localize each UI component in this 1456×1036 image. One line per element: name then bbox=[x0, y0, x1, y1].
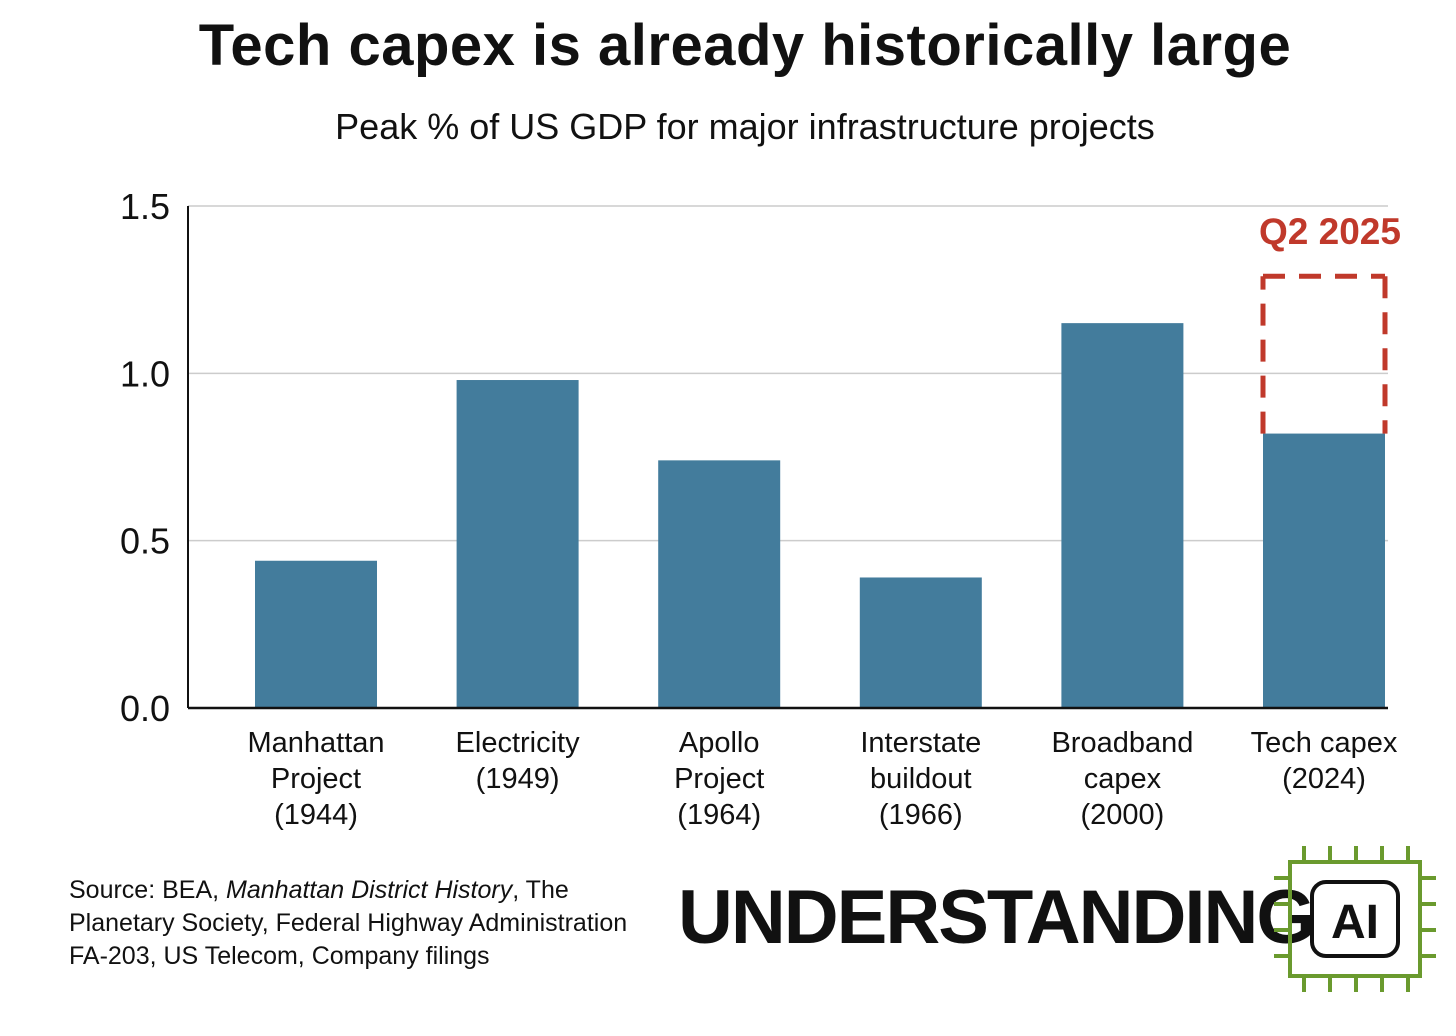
source-line-3: FA-203, US Telecom, Company filings bbox=[69, 942, 490, 970]
x-tick-label: Manhattan Project (1944) bbox=[247, 727, 384, 831]
y-tick-label: 0.0 bbox=[120, 688, 170, 729]
source-italic: Manhattan District History bbox=[226, 876, 513, 904]
bar bbox=[255, 560, 377, 708]
source-note: Source: BEA, Manhattan District History,… bbox=[69, 874, 627, 973]
x-tick-label: Electricity (1949) bbox=[456, 727, 581, 795]
chart-subtitle: Peak % of US GDP for major infrastructur… bbox=[335, 106, 1155, 147]
labels: 0.0 0.5 1.0 1.5 Manhattan Project (1944) Electr… bbox=[120, 186, 1401, 831]
bars bbox=[255, 323, 1385, 708]
y-tick-label: 1.5 bbox=[120, 186, 170, 227]
x-tick-label: Broadband capex (2000) bbox=[1051, 727, 1193, 831]
source-line-2: Planetary Society, Federal Highway Admin… bbox=[69, 909, 628, 937]
y-tick-label: 1.0 bbox=[120, 353, 170, 394]
axes bbox=[187, 206, 1388, 710]
y-tick-label: 0.5 bbox=[120, 521, 170, 562]
annotation bbox=[1260, 273, 1388, 434]
bar-chart: 0.0 0.5 1.0 1.5 Manhattan Project (1944) Electr… bbox=[120, 186, 1401, 831]
chip-body bbox=[1288, 860, 1422, 978]
bar bbox=[456, 380, 579, 708]
chart-title: Tech capex is already historically large bbox=[198, 13, 1292, 78]
logo-text: AI bbox=[1331, 896, 1379, 949]
annotation-label: Q2 2025 bbox=[1259, 211, 1401, 252]
source-suffix: , The bbox=[512, 876, 569, 904]
source-line-1: Source: BEA, Manhattan District History,… bbox=[69, 874, 627, 907]
bar bbox=[1263, 433, 1385, 708]
x-tick-label: Interstate buildout (1966) bbox=[860, 727, 981, 831]
x-tick-label: Tech capex (2024) bbox=[1251, 727, 1398, 795]
bar bbox=[658, 460, 781, 708]
bar bbox=[859, 577, 982, 708]
brand-wordmark: UNDERSTANDING bbox=[678, 875, 1315, 960]
gridlines bbox=[188, 205, 1388, 542]
source-prefix: Source: BEA, bbox=[69, 876, 227, 904]
bar bbox=[1061, 323, 1184, 708]
chip-icon: AI bbox=[1274, 846, 1436, 992]
chip-pins bbox=[1274, 846, 1436, 992]
chip-core bbox=[1310, 880, 1400, 958]
x-tick-label: Apollo Project (1964) bbox=[674, 727, 764, 831]
